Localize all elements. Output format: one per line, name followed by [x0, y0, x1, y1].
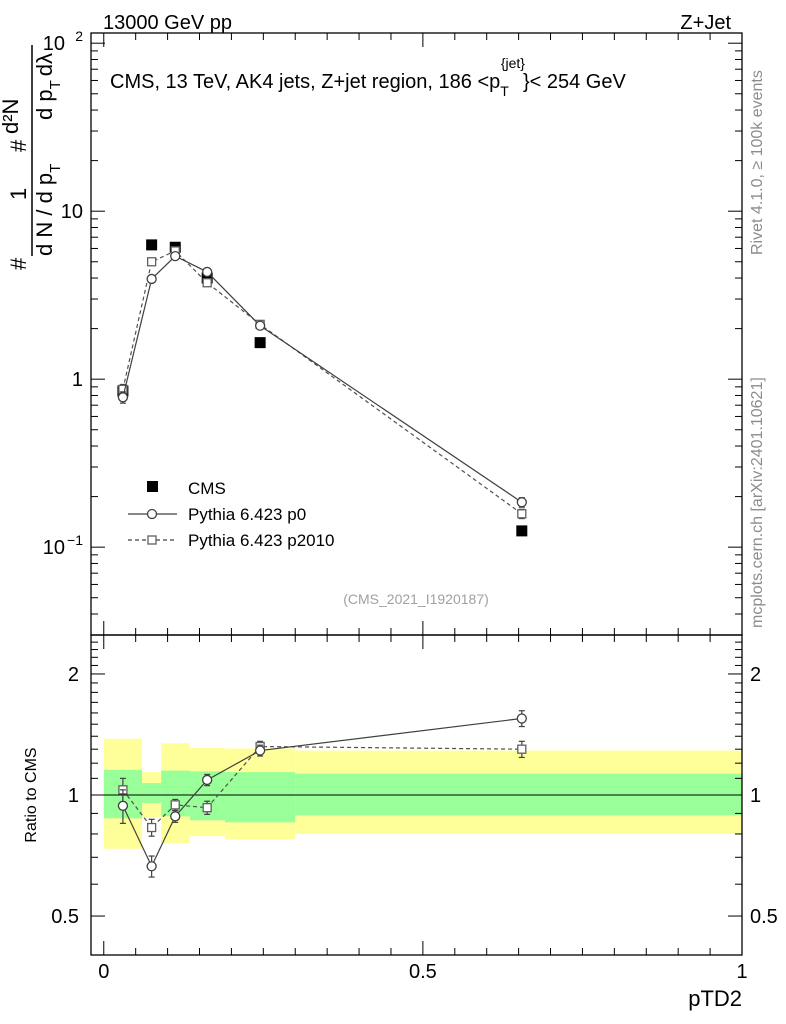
ratio-y-tick-label-right-2: 2: [750, 664, 761, 686]
ratio-p2010-point-1: [146, 822, 157, 833]
ratio-p0-point-0: [117, 800, 129, 811]
data-marks: [117, 239, 528, 878]
ylabel-dpt-text: d p: [32, 89, 57, 120]
main-cms-point-4: [254, 337, 266, 349]
ylabel-t2: T: [47, 80, 64, 89]
x-tick-label-0: 0: [98, 961, 109, 983]
ylabel-dnd-text: d N / d p: [32, 173, 57, 256]
ratio-y-tick-label-1: 1: [68, 785, 79, 807]
ylabel-hash2: #: [6, 139, 31, 152]
main-p0-point-2: [170, 250, 181, 262]
x-axis-label: pTD2: [688, 986, 742, 1011]
main-cms-point-1: [146, 239, 158, 251]
ratio-p2010-point-3: [202, 803, 212, 813]
plot-title-sup: {jet}: [501, 55, 525, 71]
x-tick-label-1: 0.5: [409, 961, 437, 983]
ratio-p0-point-1: [146, 861, 157, 872]
ratio-y-tick-label-0: 0.5: [51, 906, 79, 928]
side-rivet-note: Rivet 4.1.0, ≥ 100k events: [749, 70, 766, 255]
ratio-band-green-4: [225, 772, 296, 823]
ylabel-t: T: [47, 164, 64, 173]
main-y-tick-label-2: 10: [61, 201, 83, 223]
legend-label-cms: CMS: [188, 479, 226, 498]
main-cms-point-3: [201, 272, 213, 284]
header-left: 13000 GeV pp: [103, 12, 232, 34]
legend-label-p0: Pythia 6.423 p0: [188, 505, 306, 524]
header-right: Z+Jet: [680, 12, 731, 34]
main-p2010-point-5: [517, 509, 527, 519]
plot-title-part-a: CMS, 13 TeV, AK4 jets, Z+jet region, 186…: [110, 71, 500, 93]
main-y-tick-exp-0: −1: [67, 532, 83, 548]
side-mcplots-note: mcplots.cern.ch [arXiv:2401.10621]: [749, 377, 766, 628]
main-p2010-point-1: [146, 257, 157, 267]
main-p0-point-0: [117, 392, 129, 403]
main-cms-point-5: [516, 525, 528, 537]
main-p0-point-1: [146, 273, 157, 285]
plot-title-part-b: }< 254 GeV: [523, 71, 627, 93]
ratio-panel: 0 0.5 1 0.5 0.5 1 1 2 2: [51, 634, 778, 983]
x-tick-label-2: 1: [736, 961, 747, 983]
main-y-axis-label: # 1 d N / d pT # d²N d pTdλ: [0, 45, 64, 270]
ratio-p0-point-5: [516, 713, 527, 724]
legend-label-p2010: Pythia 6.423 p2010: [188, 531, 335, 550]
ylabel-hash: #: [6, 257, 31, 270]
ylabel-dnd: d N / d pT: [32, 164, 64, 256]
main-p2010-point-3: [202, 278, 212, 288]
main-p0-line: [122, 255, 523, 503]
ratio-p0-point-2: [170, 811, 181, 822]
ratio-y-tick-label-right-0: 0.5: [750, 906, 778, 928]
main-p2010-line: [122, 250, 523, 515]
ratio-p0-point-3: [202, 774, 213, 786]
plot-title: CMS, 13 TeV, AK4 jets, Z+jet region, 186…: [110, 55, 626, 99]
legend-marker-p0: [146, 508, 158, 520]
legend: CMS Pythia 6.423 p0 Pythia 6.423 p2010: [128, 479, 335, 550]
ylabel-one: 1: [6, 188, 31, 200]
main-p0-point-3: [202, 266, 213, 278]
legend-marker-cms: [147, 481, 158, 492]
ratio-band-green-1: [142, 783, 162, 804]
main-p0-point-4: [254, 320, 266, 331]
main-y-tick-label-0: 10: [43, 537, 65, 559]
ratio-y-tick-label-2: 2: [68, 664, 79, 686]
ratio-y-tick-label-right-1: 1: [750, 785, 761, 807]
ylabel-d2n: d²N: [0, 99, 23, 134]
ylabel-dpt: d pTdλ: [32, 53, 64, 120]
legend-marker-p2010: [147, 535, 157, 545]
ratio-p2010-point-2: [170, 800, 180, 810]
main-y-tick-label-1: 1: [72, 369, 83, 391]
analysis-reference: (CMS_2021_I1920187): [343, 591, 489, 607]
main-p0-point-5: [516, 497, 527, 508]
ylabel-dl: dλ: [32, 53, 57, 76]
ratio-p0-line: [122, 717, 522, 868]
ratio-p0-point-4: [254, 745, 266, 756]
ratio-p2010-point-5: [517, 744, 527, 754]
ratio-y-axis-label: Ratio to CMS: [23, 747, 40, 842]
main-y-tick-exp-3: 2: [75, 28, 83, 44]
plot-title-sub: T: [500, 83, 509, 99]
main-y-tick-label-3: 10: [43, 33, 65, 55]
